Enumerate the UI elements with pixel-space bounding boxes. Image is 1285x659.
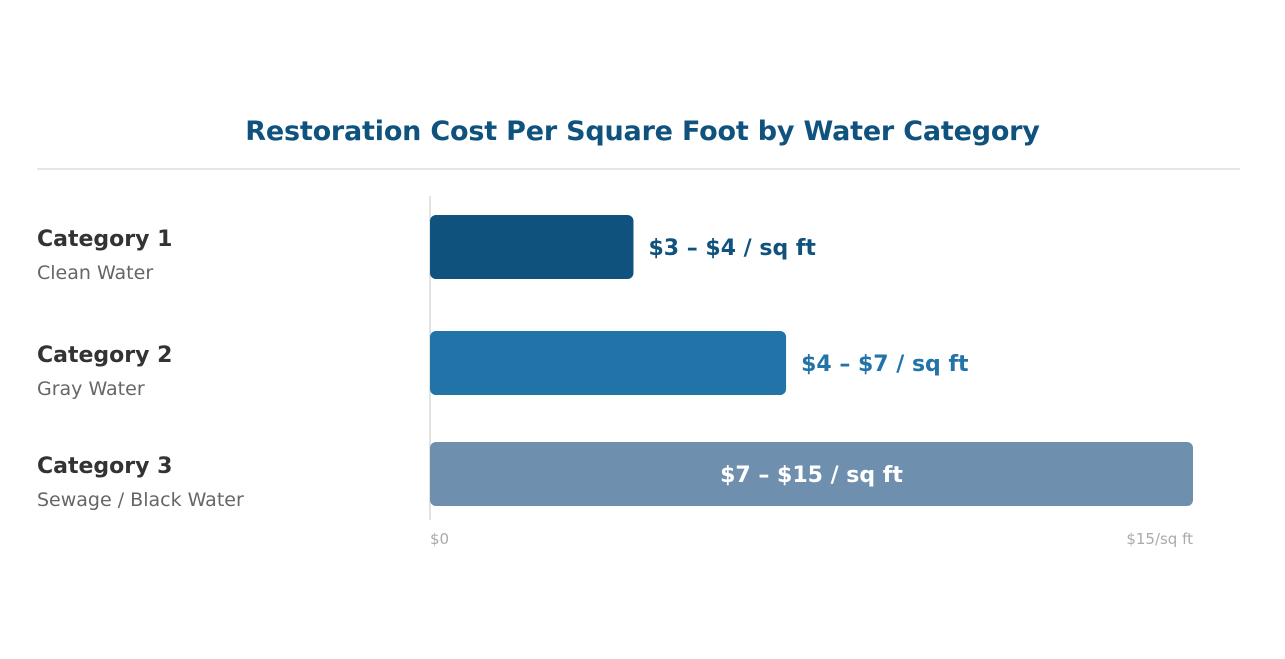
title-divider [37, 168, 1240, 170]
x-tick-label-min: $0 [430, 530, 449, 548]
chart-title: Restoration Cost Per Square Foot by Wate… [245, 116, 1040, 147]
category-description-1: Clean Water [37, 262, 153, 284]
category-name-2: Category 2 [37, 343, 172, 368]
bar-label-category-1: $3 – $4 / sq ft [648, 236, 816, 261]
bar-label-category-3: $7 – $15 / sq ft [720, 463, 903, 488]
bar-category-1 [430, 215, 634, 279]
category-description-2: Gray Water [37, 378, 145, 400]
bar-category-3 [430, 442, 1193, 506]
bar-label-category-2: $4 – $7 / sq ft [801, 352, 969, 377]
category-name-3: Category 3 [37, 454, 172, 479]
category-name-1: Category 1 [37, 227, 172, 252]
x-tick-label-max: $15/sq ft [1126, 530, 1193, 548]
category-description-3: Sewage / Black Water [37, 489, 244, 511]
bar-category-2 [430, 331, 787, 395]
